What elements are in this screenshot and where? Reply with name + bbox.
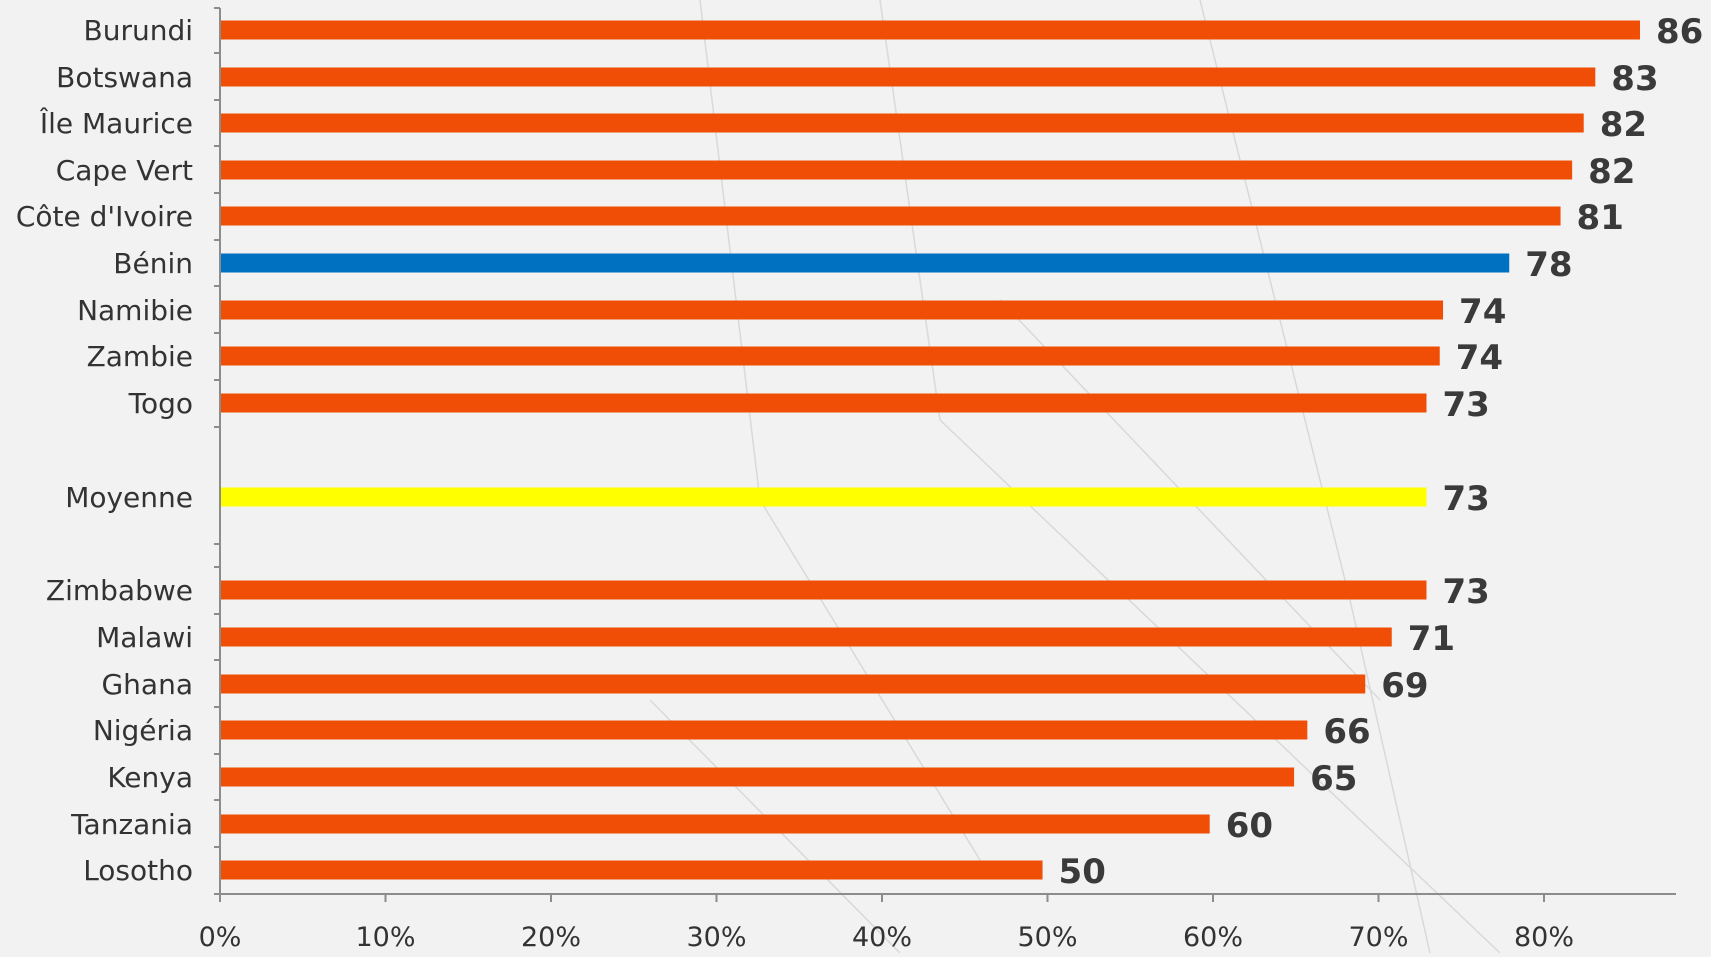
bars-group <box>220 20 1640 880</box>
value-label: 81 <box>1577 198 1624 238</box>
category-label: Namibie <box>77 294 193 327</box>
category-label: Moyenne <box>65 481 193 514</box>
x-tick-label: 0% <box>199 922 242 953</box>
value-label: 50 <box>1059 852 1106 892</box>
x-tick-label: 60% <box>1183 922 1243 953</box>
bar-nig-ria <box>220 720 1308 740</box>
bar-cape-vert <box>220 160 1573 180</box>
bar-zimbabwe <box>220 580 1427 600</box>
category-label: Zimbabwe <box>46 574 193 607</box>
category-label: Côte d'Ivoire <box>16 200 193 233</box>
bar-tanzania <box>220 814 1210 834</box>
x-tick-label: 20% <box>521 922 581 953</box>
x-tick-label: 70% <box>1348 922 1408 953</box>
category-labels-group: Burundi Botswana Île Maurice Cape Vert Côte … <box>16 14 193 887</box>
category-label: Tanzania <box>70 808 193 841</box>
category-label: Zambie <box>87 340 193 373</box>
x-tick-label: 80% <box>1514 922 1574 953</box>
value-label: 83 <box>1611 59 1658 99</box>
category-label: Burundi <box>83 14 193 47</box>
bar-losotho <box>220 860 1043 880</box>
category-label: Cape Vert <box>56 154 193 187</box>
value-label: 86 <box>1656 12 1703 52</box>
category-label: Malawi <box>96 621 193 654</box>
value-label: 82 <box>1588 152 1635 192</box>
x-tick-label: 40% <box>852 922 912 953</box>
x-tick-label: 50% <box>1017 922 1077 953</box>
x-tick-label: 30% <box>686 922 746 953</box>
axes-group <box>214 7 1676 902</box>
value-label: 71 <box>1408 619 1455 659</box>
category-label: Botswana <box>56 61 193 94</box>
category-label: Bénin <box>113 247 193 280</box>
category-label: Kenya <box>107 761 193 794</box>
value-label: 69 <box>1381 666 1428 706</box>
background-decoration <box>649 0 1501 954</box>
bar-b-nin <box>220 253 1510 273</box>
category-label: Togo <box>128 387 193 420</box>
value-label: 60 <box>1226 806 1273 846</box>
value-label: 74 <box>1459 292 1506 332</box>
category-label: Île Maurice <box>39 106 193 140</box>
bar-burundi <box>220 20 1640 40</box>
bar--le-maurice <box>220 113 1584 133</box>
bar-c-te-d-ivoire <box>220 206 1561 226</box>
value-label: 74 <box>1456 338 1503 378</box>
value-label: 65 <box>1310 759 1357 799</box>
bar-togo <box>220 393 1427 413</box>
category-label: Losotho <box>83 854 193 887</box>
value-label: 66 <box>1323 712 1370 752</box>
value-label: 73 <box>1442 572 1489 612</box>
bar-moyenne <box>220 487 1427 507</box>
decor-line <box>1199 0 1351 601</box>
bar-ghana <box>220 674 1366 694</box>
bar-zambie <box>220 346 1440 366</box>
bar-botswana <box>220 67 1596 87</box>
category-label: Ghana <box>101 668 193 701</box>
category-label: Nigéria <box>93 714 193 747</box>
x-tick-label: 10% <box>355 922 415 953</box>
value-label: 78 <box>1525 245 1572 285</box>
bar-kenya <box>220 767 1295 787</box>
value-label: 73 <box>1442 385 1489 425</box>
bar-malawi <box>220 627 1392 647</box>
tick-labels-group: 0% 10% 20% 30% 40% 50% 60% 70% 80% <box>199 922 1574 953</box>
value-label: 82 <box>1600 105 1647 145</box>
value-label: 73 <box>1442 479 1489 519</box>
bar-namibie <box>220 300 1444 320</box>
